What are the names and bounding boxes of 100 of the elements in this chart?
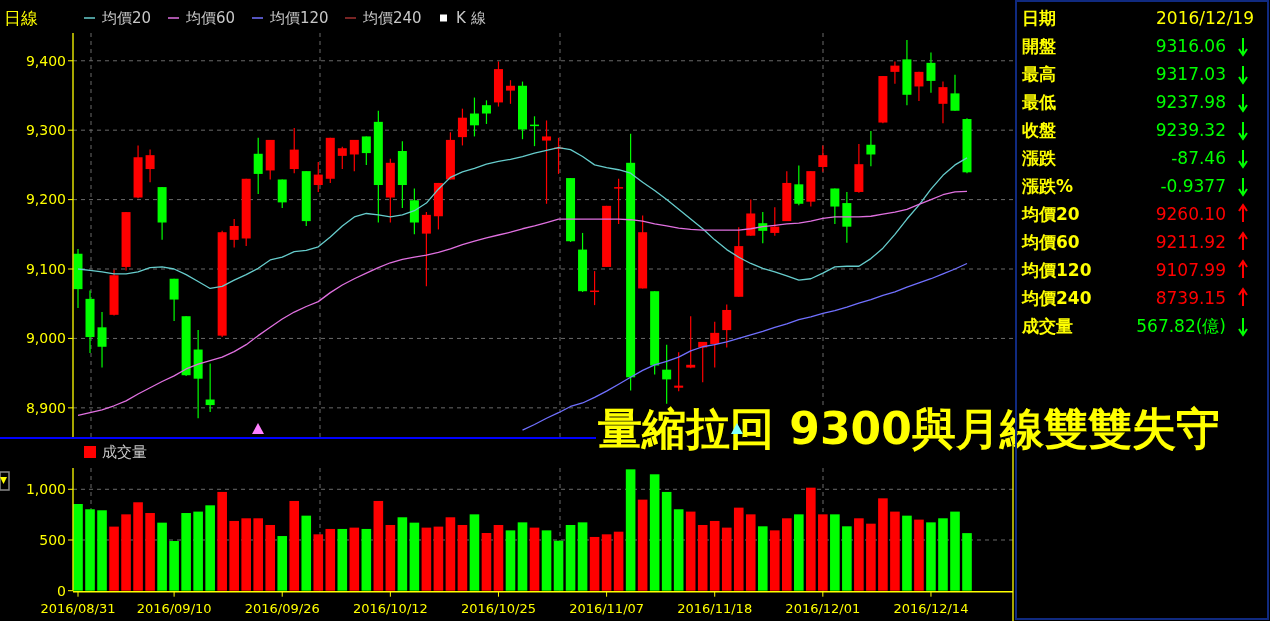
y-tick-label: 8,900	[25, 399, 66, 416]
bar	[277, 536, 288, 591]
bar	[950, 511, 960, 591]
candlestick	[289, 127, 299, 174]
bar	[493, 524, 504, 591]
bar	[697, 524, 708, 591]
text: 2016/12/19	[1156, 7, 1254, 28]
candlestick	[830, 187, 840, 225]
bar	[806, 487, 816, 591]
bar	[433, 526, 444, 591]
candlestick	[614, 178, 624, 225]
bar	[85, 509, 95, 591]
x-tick-label: 2016/09/26	[244, 600, 320, 616]
bar	[577, 522, 588, 591]
y-tick-label: 9,100	[25, 260, 66, 277]
y-tick-label: 0	[57, 582, 66, 599]
candlestick	[710, 321, 720, 369]
candlestick	[361, 135, 371, 166]
chart-title: 日線	[4, 8, 38, 28]
y-tick-label: 9,000	[25, 330, 66, 347]
bar	[409, 522, 420, 591]
text: -0.9377	[1160, 175, 1226, 196]
bar	[241, 518, 251, 591]
y-tick-label: 1,000	[25, 481, 66, 498]
bar	[842, 526, 852, 591]
bar	[145, 513, 155, 591]
category-label: 均價60	[1021, 231, 1080, 252]
y-tick-label: 500	[39, 531, 66, 548]
candlestick	[818, 144, 828, 173]
candlestick	[481, 99, 491, 125]
text: 9260.10	[1155, 203, 1226, 224]
bar	[337, 528, 348, 591]
legend-label: 均價240	[362, 9, 422, 28]
x-tick-label: 2016/09/10	[136, 600, 212, 616]
text: 9237.98	[1155, 91, 1226, 112]
bar	[782, 518, 792, 591]
bar	[229, 520, 239, 591]
bar	[625, 469, 636, 591]
bar	[890, 511, 900, 591]
legend-label: 均價60	[185, 9, 236, 28]
bar	[301, 515, 312, 591]
candlestick	[313, 161, 323, 193]
x-tick-label: 2016/10/12	[352, 600, 428, 616]
text: K 線	[456, 9, 486, 28]
candlestick	[794, 164, 804, 206]
bar	[661, 491, 672, 591]
bar	[938, 518, 948, 591]
candlestick	[866, 130, 876, 167]
bar	[613, 531, 624, 591]
bar	[385, 524, 396, 591]
bar	[325, 528, 336, 591]
category-label: 開盤	[1022, 35, 1056, 56]
bar	[962, 533, 972, 591]
bar	[733, 507, 744, 591]
category-label: 收盤	[1022, 119, 1056, 140]
candlestick	[337, 146, 347, 170]
bar	[673, 509, 684, 591]
candlestick	[229, 218, 239, 249]
bar	[349, 527, 360, 591]
bar	[769, 530, 780, 591]
candlestick	[409, 187, 419, 235]
bar	[757, 526, 768, 591]
candlestick	[469, 96, 479, 138]
bar	[73, 504, 83, 591]
candlestick	[926, 51, 936, 94]
legend-label: 成交量	[102, 443, 147, 462]
candlestick	[914, 71, 924, 102]
bar	[457, 524, 468, 591]
bar	[589, 536, 600, 591]
category-label: 漲跌	[1021, 147, 1057, 168]
candlestick	[842, 191, 852, 244]
text: 9107.99	[1155, 259, 1226, 280]
candlestick	[253, 137, 263, 195]
bar	[373, 500, 384, 591]
bar	[193, 511, 203, 591]
text: 9211.92	[1155, 231, 1226, 252]
bar	[709, 520, 720, 591]
bar	[121, 514, 131, 591]
candlestick	[686, 315, 696, 369]
candlestick	[169, 278, 179, 322]
text: 9316.06	[1155, 35, 1226, 56]
category-label: 最高	[1021, 63, 1056, 84]
y-tick-label: 9,300	[25, 122, 66, 139]
text: 567.82(億)	[1136, 315, 1226, 336]
bar	[313, 534, 324, 591]
bar	[541, 530, 552, 591]
bar	[637, 499, 648, 591]
bar	[505, 530, 516, 591]
candlestick	[674, 351, 684, 392]
bar	[926, 522, 936, 591]
bar	[361, 528, 372, 591]
bar	[565, 524, 576, 591]
bar	[97, 510, 107, 591]
x-tick-label: 2016/12/01	[785, 600, 861, 616]
bar	[181, 513, 191, 591]
y-tick-label: 9,400	[25, 52, 66, 69]
category-label: 日期	[1022, 7, 1056, 28]
candlestick	[205, 362, 215, 413]
bar	[469, 514, 480, 591]
bar	[914, 519, 924, 591]
